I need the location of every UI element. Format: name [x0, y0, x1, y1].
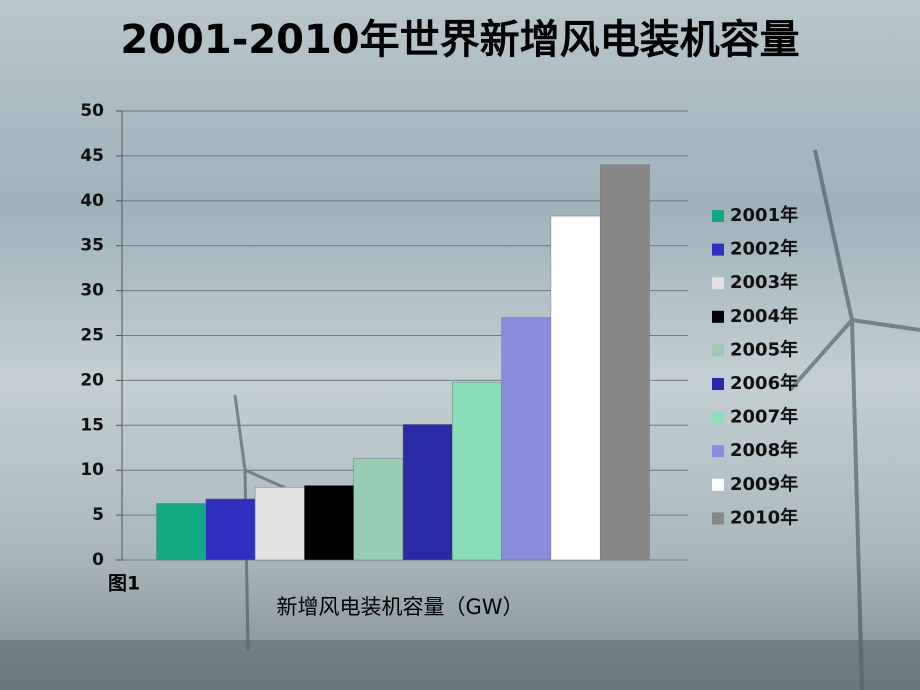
legend-swatch: [712, 243, 724, 256]
y-tick-label: 20: [80, 370, 104, 390]
y-tick-label: 50: [80, 101, 104, 121]
y-tick-label: 25: [80, 326, 104, 346]
chart-title: 2001-2010年世界新增风电装机容量: [120, 17, 799, 63]
bar: [205, 498, 256, 561]
y-tick-label: 30: [80, 281, 104, 301]
y-tick-label: 45: [80, 146, 104, 166]
legend-swatch: [712, 512, 724, 525]
legend-swatch: [712, 310, 724, 323]
bar: [550, 215, 601, 561]
bar: [402, 424, 453, 561]
legend-swatch: [712, 411, 724, 424]
y-tick-label: 35: [80, 236, 104, 256]
legend-label: 2007年: [730, 406, 798, 428]
x-axis-label: 新增风电装机容量（GW）: [276, 595, 523, 619]
y-tick-label: 5: [92, 505, 104, 525]
bar: [599, 164, 650, 561]
legend-label: 2006年: [730, 372, 798, 394]
bar: [452, 381, 502, 561]
legend-label: 2008年: [730, 439, 798, 461]
bar: [353, 458, 404, 561]
legend-swatch: [712, 478, 724, 491]
bar: [304, 485, 354, 561]
legend-swatch: [712, 210, 724, 222]
road: [0, 640, 920, 690]
bar: [156, 503, 207, 561]
legend-label: 2010年: [730, 506, 798, 528]
y-tick-label: 10: [80, 460, 104, 480]
legend-label: 2009年: [730, 473, 798, 495]
legend-swatch: [712, 445, 724, 458]
y-tick-label: 15: [80, 415, 104, 435]
legend-label: 2001年: [730, 204, 798, 226]
legend-swatch: [712, 277, 724, 290]
legend-swatch: [712, 378, 724, 390]
legend-label: 2004年: [730, 305, 798, 327]
bar: [254, 487, 305, 561]
legend-swatch: [712, 344, 724, 357]
y-tick-label: 40: [80, 191, 104, 211]
annotation: 图1: [108, 573, 140, 595]
legend-label: 2003年: [730, 271, 798, 293]
legend-label: 2002年: [730, 238, 798, 260]
bar: [501, 317, 552, 561]
legend-label: 2005年: [730, 338, 798, 360]
y-tick-label: 0: [92, 550, 104, 570]
